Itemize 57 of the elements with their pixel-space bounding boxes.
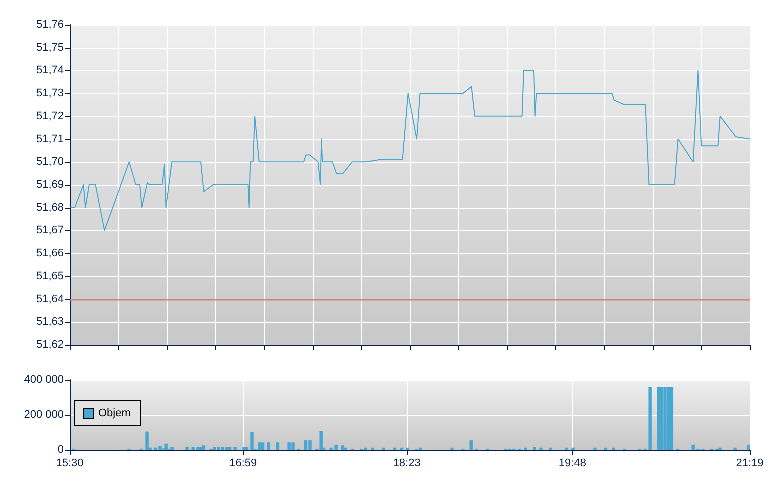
- x-tick-label: 19:48: [558, 458, 586, 470]
- x-tick-label: 18:23: [393, 458, 421, 470]
- bar: [657, 387, 660, 450]
- bar: [470, 440, 473, 450]
- y-tick-label: 51,65: [36, 270, 64, 282]
- y-tick-label: 51,63: [36, 316, 64, 328]
- bar: [228, 447, 232, 450]
- bar: [245, 447, 249, 450]
- bar: [164, 444, 168, 450]
- bar: [250, 432, 254, 450]
- y-tick-label: 51,62: [36, 339, 64, 351]
- bar: [261, 442, 265, 450]
- bar: [308, 440, 312, 450]
- bar: [276, 442, 280, 450]
- y-tick-label: 51,69: [36, 179, 64, 191]
- bar: [258, 442, 262, 450]
- y-tick-label: 51,76: [36, 19, 64, 31]
- y-tick-label: 51,75: [36, 42, 64, 54]
- bar: [221, 447, 224, 450]
- y-tick-label: 51,64: [36, 293, 64, 306]
- bar: [170, 447, 174, 450]
- y-tick-label: 51,73: [36, 88, 64, 100]
- bar: [213, 447, 216, 450]
- bar: [747, 444, 750, 450]
- bar: [242, 447, 246, 450]
- bar: [304, 440, 308, 450]
- bar: [217, 447, 220, 450]
- y-tick-label: 51,68: [36, 202, 64, 214]
- bar: [225, 447, 228, 450]
- bar: [234, 447, 237, 450]
- bar: [292, 442, 295, 450]
- y-tick-label: 51,74: [36, 64, 64, 77]
- y-tick-label: 51,71: [36, 133, 64, 146]
- y-tick-label: 51,66: [36, 248, 64, 260]
- bar: [670, 387, 674, 450]
- bar: [664, 387, 667, 450]
- x-tick-label: 21:19: [736, 458, 764, 470]
- bar: [288, 442, 291, 450]
- line-series: [70, 70, 750, 232]
- bar: [533, 447, 536, 450]
- y-tick-label: 0: [58, 444, 64, 456]
- legend-label: Objem: [98, 408, 131, 420]
- bar: [667, 387, 670, 450]
- bar: [320, 431, 323, 450]
- bar: [267, 442, 270, 450]
- bar: [199, 447, 203, 450]
- bar: [660, 387, 664, 450]
- x-tick-label: 15:30: [56, 458, 84, 470]
- y-tick-label: 400 000: [24, 374, 64, 386]
- x-tick-label: 16:59: [230, 458, 258, 470]
- bar: [202, 446, 206, 450]
- y-tick-label: 51,72: [36, 110, 64, 122]
- y-tick-label: 200 000: [24, 409, 64, 421]
- bar: [186, 447, 189, 450]
- y-tick-label: 51,67: [36, 224, 64, 237]
- y-tick-label: 51,70: [36, 156, 64, 168]
- bar: [146, 432, 149, 450]
